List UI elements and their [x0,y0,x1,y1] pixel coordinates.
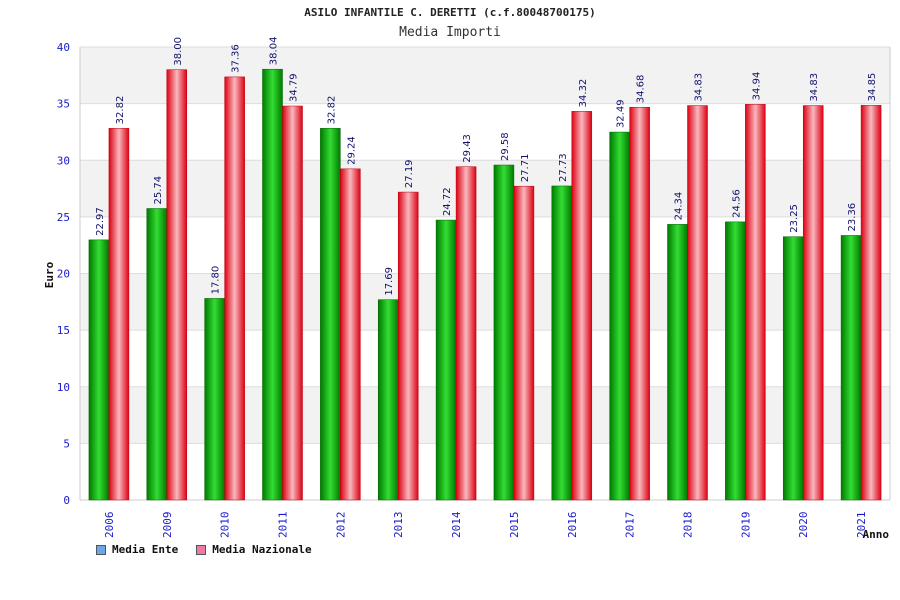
bar-value-label-ente: 27.73 [558,153,569,182]
bar-value-label-ente: 32.82 [326,96,337,125]
x-tick-label: 2017 [624,512,637,539]
y-tick-label: 0 [63,494,70,507]
bar-ente [725,221,746,501]
legend-label-nazionale: Media Nazionale [212,543,312,556]
bar-value-label-nazionale: 29.24 [346,136,357,165]
bar-ente [493,164,515,501]
chart-title: ASILO INFANTILE C. DERETTI (c.f.80048700… [304,6,596,19]
bar-ente [667,224,688,501]
y-tick-label: 30 [57,154,70,167]
bar-nazionale [802,105,824,501]
bar-value-label-nazionale: 37.36 [231,44,242,73]
x-axis-label: Anno [863,528,890,541]
x-tick-label: 2010 [219,512,232,539]
x-tick-label: 2006 [103,512,116,539]
bar-value-label-nazionale: 34.32 [578,79,589,108]
bar-value-label-ente: 24.56 [731,189,742,218]
bar-value-label-nazionale: 32.82 [115,96,126,125]
legend-item-nazionale: Media Nazionale [196,543,312,556]
grid-band [80,273,890,331]
bar-nazionale [340,168,361,501]
x-tick-label: 2009 [161,512,174,539]
bar-ente [146,208,168,501]
x-tick-label: 2021 [855,512,868,539]
y-tick-label: 25 [57,211,70,224]
x-tick-label: 2015 [508,512,521,539]
bar-nazionale [397,191,419,501]
bar-ente [551,185,573,501]
bar-value-label-ente: 23.25 [789,204,800,233]
y-tick-label: 10 [57,381,70,394]
bar-value-label-ente: 17.69 [384,267,395,296]
bar-ente [435,219,457,501]
bar-nazionale [513,185,535,501]
bar-ente [377,299,399,501]
x-tick-label: 2012 [334,512,347,539]
bar-value-label-ente: 22.97 [95,207,106,236]
bar-value-label-ente: 24.72 [442,187,453,216]
bar-ente [609,131,630,501]
y-tick-label: 20 [57,268,70,281]
bar-value-label-ente: 38.04 [269,37,280,66]
bar-value-label-nazionale: 34.68 [636,75,647,104]
bar-value-label-nazionale: 34.83 [694,73,705,102]
y-tick-label: 40 [57,41,70,54]
bar-nazionale [455,166,477,501]
y-tick-label: 5 [63,437,70,450]
bar-value-label-ente: 17.80 [211,266,222,295]
bar-value-label-nazionale: 29.43 [462,134,473,163]
bar-nazionale [571,111,593,501]
bar-value-label-ente: 23.36 [847,203,858,232]
bar-nazionale [860,105,882,501]
bar-value-label-nazionale: 27.71 [520,154,531,183]
legend-label-ente: Media Ente [112,543,179,556]
bar-ente [262,68,283,501]
x-tick-label: 2016 [566,512,579,539]
bar-nazionale [629,106,650,501]
bar-value-label-nazionale: 34.79 [289,73,300,102]
bar-ente [88,239,110,501]
grid-band [80,160,890,217]
bar-nazionale [108,128,130,501]
y-axis-label: Euro [43,261,56,288]
legend-item-ente: Media Ente [96,543,178,556]
bar-nazionale [282,105,303,501]
bar-value-label-nazionale: 38.00 [173,37,184,66]
bar-value-label-ente: 29.58 [500,132,511,161]
bar-ente [782,236,804,501]
bar-value-label-nazionale: 34.94 [751,72,762,101]
grid-band [80,386,890,444]
legend: Media Ente Media Nazionale [96,543,312,556]
chart-subtitle: Media Importi [399,25,501,40]
bar-ente [320,128,341,501]
bar-nazionale [687,105,708,501]
bar-nazionale [224,76,245,501]
x-tick-label: 2014 [450,511,463,538]
y-tick-label: 35 [57,98,70,111]
grid-band [80,47,890,104]
bar-value-label-ente: 32.49 [616,99,627,128]
bar-value-label-nazionale: 27.19 [404,159,415,188]
x-tick-label: 2020 [797,512,810,539]
x-tick-label: 2013 [392,512,405,539]
legend-swatch-ente [96,544,106,555]
x-tick-label: 2011 [277,512,290,539]
bar-nazionale [166,69,188,501]
bar-ente [840,235,862,501]
bar-value-label-ente: 24.34 [674,192,685,221]
x-tick-label: 2019 [739,512,752,539]
bar-ente [204,298,225,501]
bar-value-label-nazionale: 34.83 [809,73,820,102]
y-tick-label: 15 [57,324,70,337]
bar-nazionale [745,104,766,501]
bar-value-label-ente: 25.74 [153,176,164,205]
bar-value-label-nazionale: 34.85 [867,73,878,102]
legend-swatch-nazionale [196,544,207,555]
x-tick-label: 2018 [682,512,695,539]
